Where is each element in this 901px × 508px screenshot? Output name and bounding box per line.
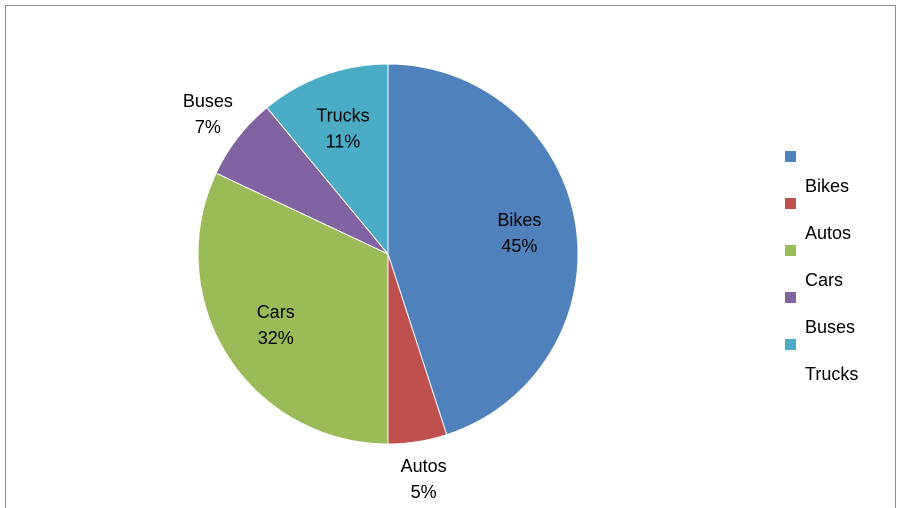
pie-slice [387,63,579,436]
data-label-value: 11% [326,132,361,152]
legend-swatch [785,245,796,256]
data-label-value: 45% [501,236,537,256]
pie-slice [197,172,389,445]
legend-label: Bikes [805,176,849,196]
data-label-value: 5% [411,482,437,502]
data-label-value: 32% [258,328,294,348]
legend-swatch [785,198,796,209]
data-label-name: Cars [257,302,295,322]
legend-label: Buses [805,317,855,337]
legend-label: Autos [805,223,851,243]
data-label-name: Autos [401,456,447,476]
data-label-name: Trucks [316,106,369,126]
data-label-name: Buses [183,91,233,111]
legend-swatch [785,339,796,350]
data-label-name: Bikes [497,210,541,230]
legend-label: Cars [805,270,843,290]
legend-swatch [785,292,796,303]
legend-label: Trucks [805,364,858,384]
pie-slice [266,63,389,256]
data-label-value: 7% [195,117,221,137]
legend-swatch [785,151,796,162]
